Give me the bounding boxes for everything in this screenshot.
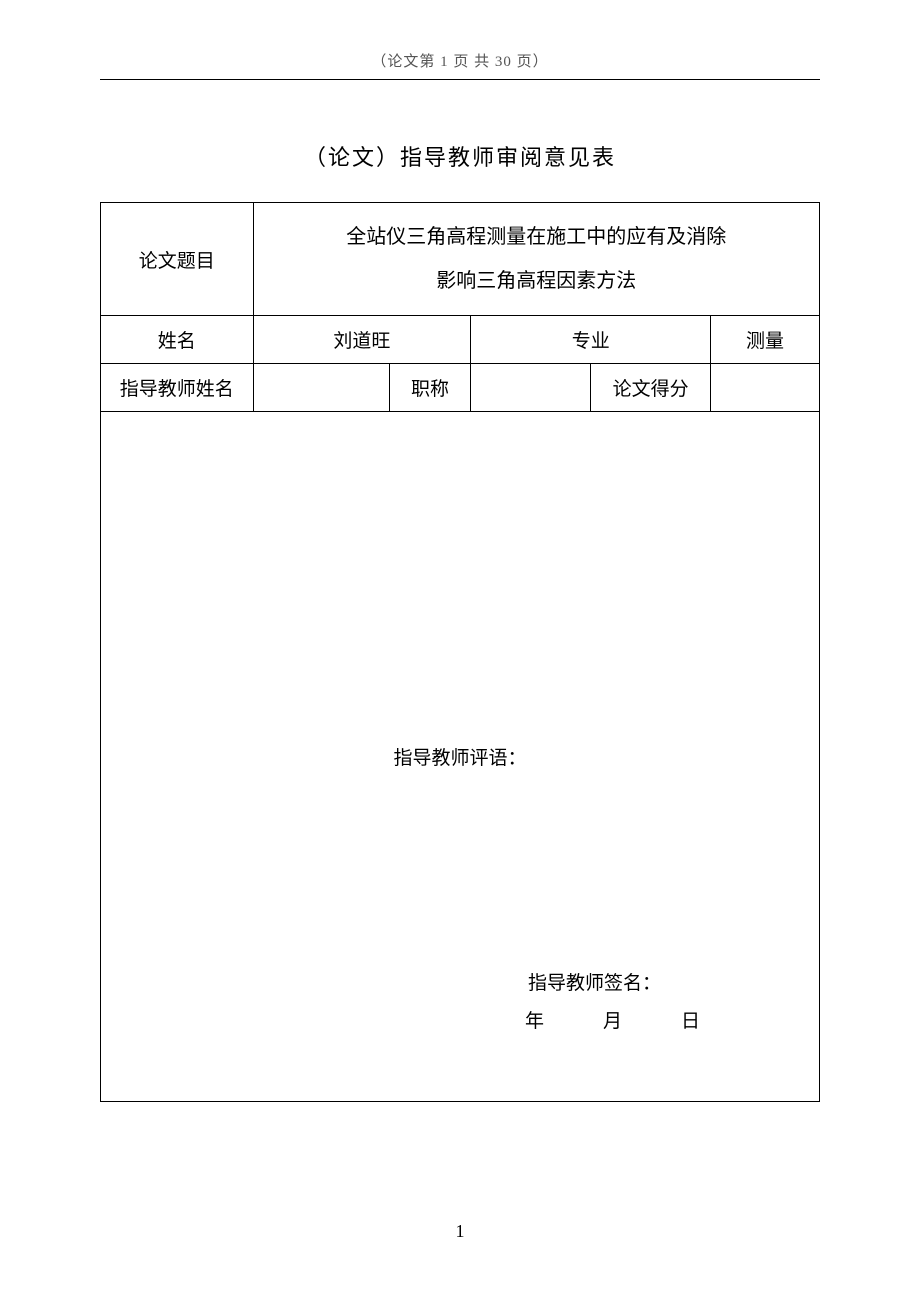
form-title: （论文）指导教师审阅意见表 [304,145,616,170]
teacher-name-label-cell: 指导教师姓名 [101,364,254,412]
date-line: 年 月 日 [481,1003,708,1041]
signature-block: 指导教师签名： 年 月 日 [481,965,708,1041]
score-value-cell [711,364,820,412]
teacher-name-value-cell [253,364,389,412]
row-teacher: 指导教师姓名 职称 论文得分 [101,364,820,412]
major-value-cell: 测量 [711,316,820,364]
topic-label-cell: 论文题目 [101,203,254,316]
topic-line-2: 影响三角高程因素方法 [284,259,790,303]
name-label-cell: 姓名 [101,316,254,364]
row-topic: 论文题目 全站仪三角高程测量在施工中的应有及消除 影响三角高程因素方法 [101,203,820,316]
row-name: 姓名 刘道旺 专业 测量 [101,316,820,364]
date-year: 年 [525,1011,552,1032]
topic-line-1: 全站仪三角高程测量在施工中的应有及消除 [284,215,790,259]
comment-label: 指导教师评语： [101,743,819,770]
date-day: 日 [681,1011,708,1032]
zhicheng-label-cell: 职称 [389,364,471,412]
score-label-cell: 论文得分 [591,364,711,412]
signature-label: 指导教师签名： [481,965,708,1003]
name-value-cell: 刘道旺 [253,316,471,364]
comment-cell: 指导教师评语： 指导教师签名： 年 月 日 [101,412,820,1102]
major-label-cell: 专业 [471,316,711,364]
row-comment: 指导教师评语： 指导教师签名： 年 月 日 [101,412,820,1102]
zhicheng-value-cell [471,364,591,412]
date-month: 月 [603,1011,630,1032]
review-form-table: 论文题目 全站仪三角高程测量在施工中的应有及消除 影响三角高程因素方法 姓名 刘… [100,202,820,1102]
header-text: （论文第 1 页 共 30 页） [371,54,548,70]
page-number: 1 [0,1221,920,1242]
page-header: （论文第 1 页 共 30 页） [100,0,820,80]
title-section: （论文）指导教师审阅意见表 [0,140,920,172]
topic-value-cell: 全站仪三角高程测量在施工中的应有及消除 影响三角高程因素方法 [253,203,820,316]
topic-content: 全站仪三角高程测量在施工中的应有及消除 影响三角高程因素方法 [254,203,820,315]
